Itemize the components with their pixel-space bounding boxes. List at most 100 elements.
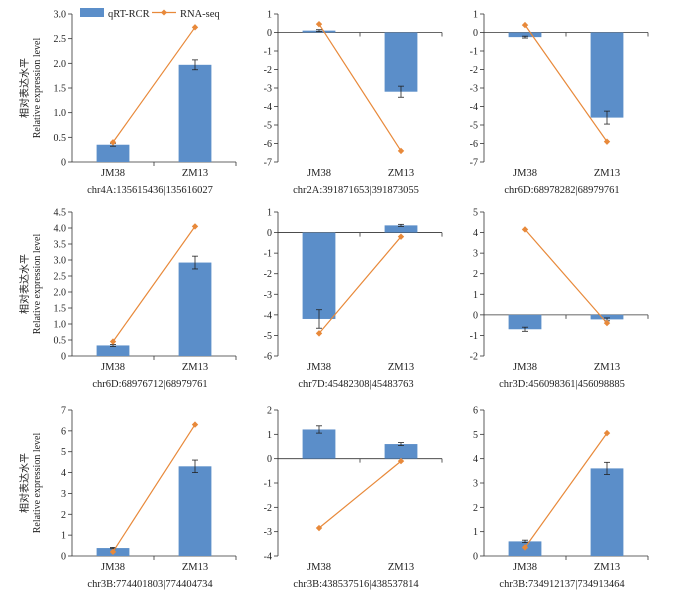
chart-panel-1: 0 0.5 1.0 1.5 2.0 2.5 3.0 JM38 ZM13 chr4A:1356154… (18, 10, 237, 196)
rna-seq-line (524, 432, 608, 548)
rna-seq-line (318, 236, 402, 334)
y-tick-label: 3.5 (54, 240, 67, 251)
x-tick-label: JM38 (513, 362, 537, 373)
y-tick-label: 1 (473, 10, 478, 21)
chart-caption: chr4A:135615436|135616027 (87, 185, 213, 196)
y-axis-label-cn: 相对表达水平 (18, 58, 31, 118)
y-tick-label: 0 (267, 28, 272, 39)
y-axis-label-cn: 相对表达水平 (18, 453, 31, 513)
y-tick-label: -7 (264, 158, 272, 169)
y-tick-label: -7 (470, 158, 478, 169)
y-axis-label-cn: 相对表达水平 (18, 254, 31, 314)
y-tick-label: 3 (61, 489, 66, 500)
bar-zm13 (178, 262, 212, 356)
y-tick-label: 0 (473, 552, 478, 563)
x-tick-label: JM38 (307, 562, 331, 573)
y-tick-label: -1 (264, 249, 272, 260)
legend-bar-swatch (80, 8, 104, 17)
x-tick-label: JM38 (307, 362, 331, 373)
bar-zm13 (590, 32, 624, 118)
bar-zm13 (384, 225, 418, 233)
y-tick-label: -1 (470, 47, 478, 58)
y-tick-label: -4 (264, 102, 272, 113)
y-axis-label: 相对表达水平 Relative expression level (18, 234, 43, 335)
y-tick-label: 3.0 (54, 256, 67, 267)
chart-caption: chr3B:774401803|774404734 (87, 579, 213, 590)
y-tick-label: -2 (470, 352, 478, 363)
bar-zm13 (384, 444, 418, 459)
chart-caption: chr2A:391871653|391873055 (293, 185, 419, 196)
y-tick-label: 0 (267, 228, 272, 239)
y-tick-label: 0 (61, 552, 66, 563)
chart-panel-7: 0 1 2 3 4 5 6 7 JM38 ZM13 chr3B:774401803|77440473… (18, 406, 237, 590)
x-tick-label: ZM13 (388, 168, 414, 179)
y-tick-label: -4 (264, 310, 272, 321)
y-tick-label: 4 (473, 228, 478, 239)
panels: 0 0.5 1.0 1.5 2.0 2.5 3.0 JM38 ZM13 chr4A:1356154… (18, 10, 649, 590)
bar-zm13 (384, 32, 418, 92)
bar-zm13 (590, 314, 624, 320)
x-tick-label: JM38 (101, 562, 125, 573)
y-tick-label: -2 (264, 269, 272, 280)
y-tick-label: 0 (473, 28, 478, 39)
y-tick-label: -3 (264, 290, 272, 301)
y-tick-label: 3 (473, 479, 478, 490)
x-tick-label: JM38 (101, 362, 125, 373)
y-tick-label: -1 (264, 479, 272, 490)
y-tick-label: 3.0 (54, 10, 67, 21)
y-tick-label: 6 (61, 426, 66, 437)
y-tick-label: 2.0 (54, 288, 67, 299)
chart-panel-5: 1 0 -1 -2 -3 -4 -5 -6 JM38 ZM13 chr7D:45482308|454… (264, 208, 443, 390)
chart-panel-8: 2 1 0 -1 -2 -3 -4 JM38 ZM13 chr3B:438537516|43853… (264, 406, 443, 590)
y-tick-label: 3 (473, 249, 478, 260)
rna-seq-point (109, 139, 117, 146)
x-tick-label: ZM13 (388, 362, 414, 373)
y-tick-label: -1 (470, 331, 478, 342)
y-tick-label: -6 (264, 139, 272, 150)
x-tick-label: ZM13 (182, 562, 208, 573)
y-tick-label: 0.5 (54, 336, 67, 347)
bar-jm38 (302, 232, 336, 319)
y-tick-label: -3 (264, 527, 272, 538)
y-tick-label: -2 (264, 65, 272, 76)
x-tick-label: ZM13 (182, 362, 208, 373)
legend-bar-label: qRT-RCR (108, 9, 150, 20)
y-tick-label: 1.5 (54, 84, 67, 95)
y-tick-label: -2 (470, 65, 478, 76)
y-tick-label: 1.5 (54, 304, 67, 315)
chart-caption: chr3B:734912137|734913464 (499, 579, 625, 590)
y-tick-label: 5 (473, 208, 478, 219)
rna-seq-line (112, 226, 196, 342)
bar-zm13 (178, 64, 212, 162)
y-tick-label: 5 (473, 430, 478, 441)
chart-caption: chr3B:438537516|438537814 (293, 579, 419, 590)
y-tick-label: -4 (470, 102, 478, 113)
rna-seq-point (397, 233, 405, 240)
y-tick-label: -3 (470, 84, 478, 95)
y-tick-label: 0.5 (54, 133, 67, 144)
y-tick-label: -1 (264, 47, 272, 58)
y-tick-label: 1 (267, 208, 272, 219)
x-tick-label: JM38 (513, 168, 537, 179)
chart-caption: chr6D:68976712|68979761 (92, 379, 207, 390)
y-tick-label: 0 (473, 310, 478, 321)
y-tick-label: 6 (473, 406, 478, 417)
chart-panel-3: 1 0 -1 -2 -3 -4 -5 -6 -7 JM38 ZM13 chr6D:68978282|6… (470, 10, 649, 196)
y-tick-label: -2 (264, 503, 272, 514)
y-tick-label: 2 (267, 406, 272, 417)
y-tick-label: 0 (267, 454, 272, 465)
rna-seq-line (112, 26, 196, 143)
x-tick-label: JM38 (513, 562, 537, 573)
rna-seq-line (524, 24, 608, 142)
y-tick-label: 2 (61, 510, 66, 521)
y-axis-label: 相对表达水平 Relative expression level (18, 38, 43, 139)
y-tick-label: 7 (61, 406, 66, 417)
rna-seq-point (109, 338, 117, 345)
rna-seq-point (521, 226, 529, 233)
bar-jm38 (96, 345, 130, 356)
rna-seq-point (603, 319, 611, 327)
y-tick-label: 1 (473, 290, 478, 301)
bar-zm13 (590, 468, 624, 556)
y-tick-label: 1 (61, 531, 66, 542)
